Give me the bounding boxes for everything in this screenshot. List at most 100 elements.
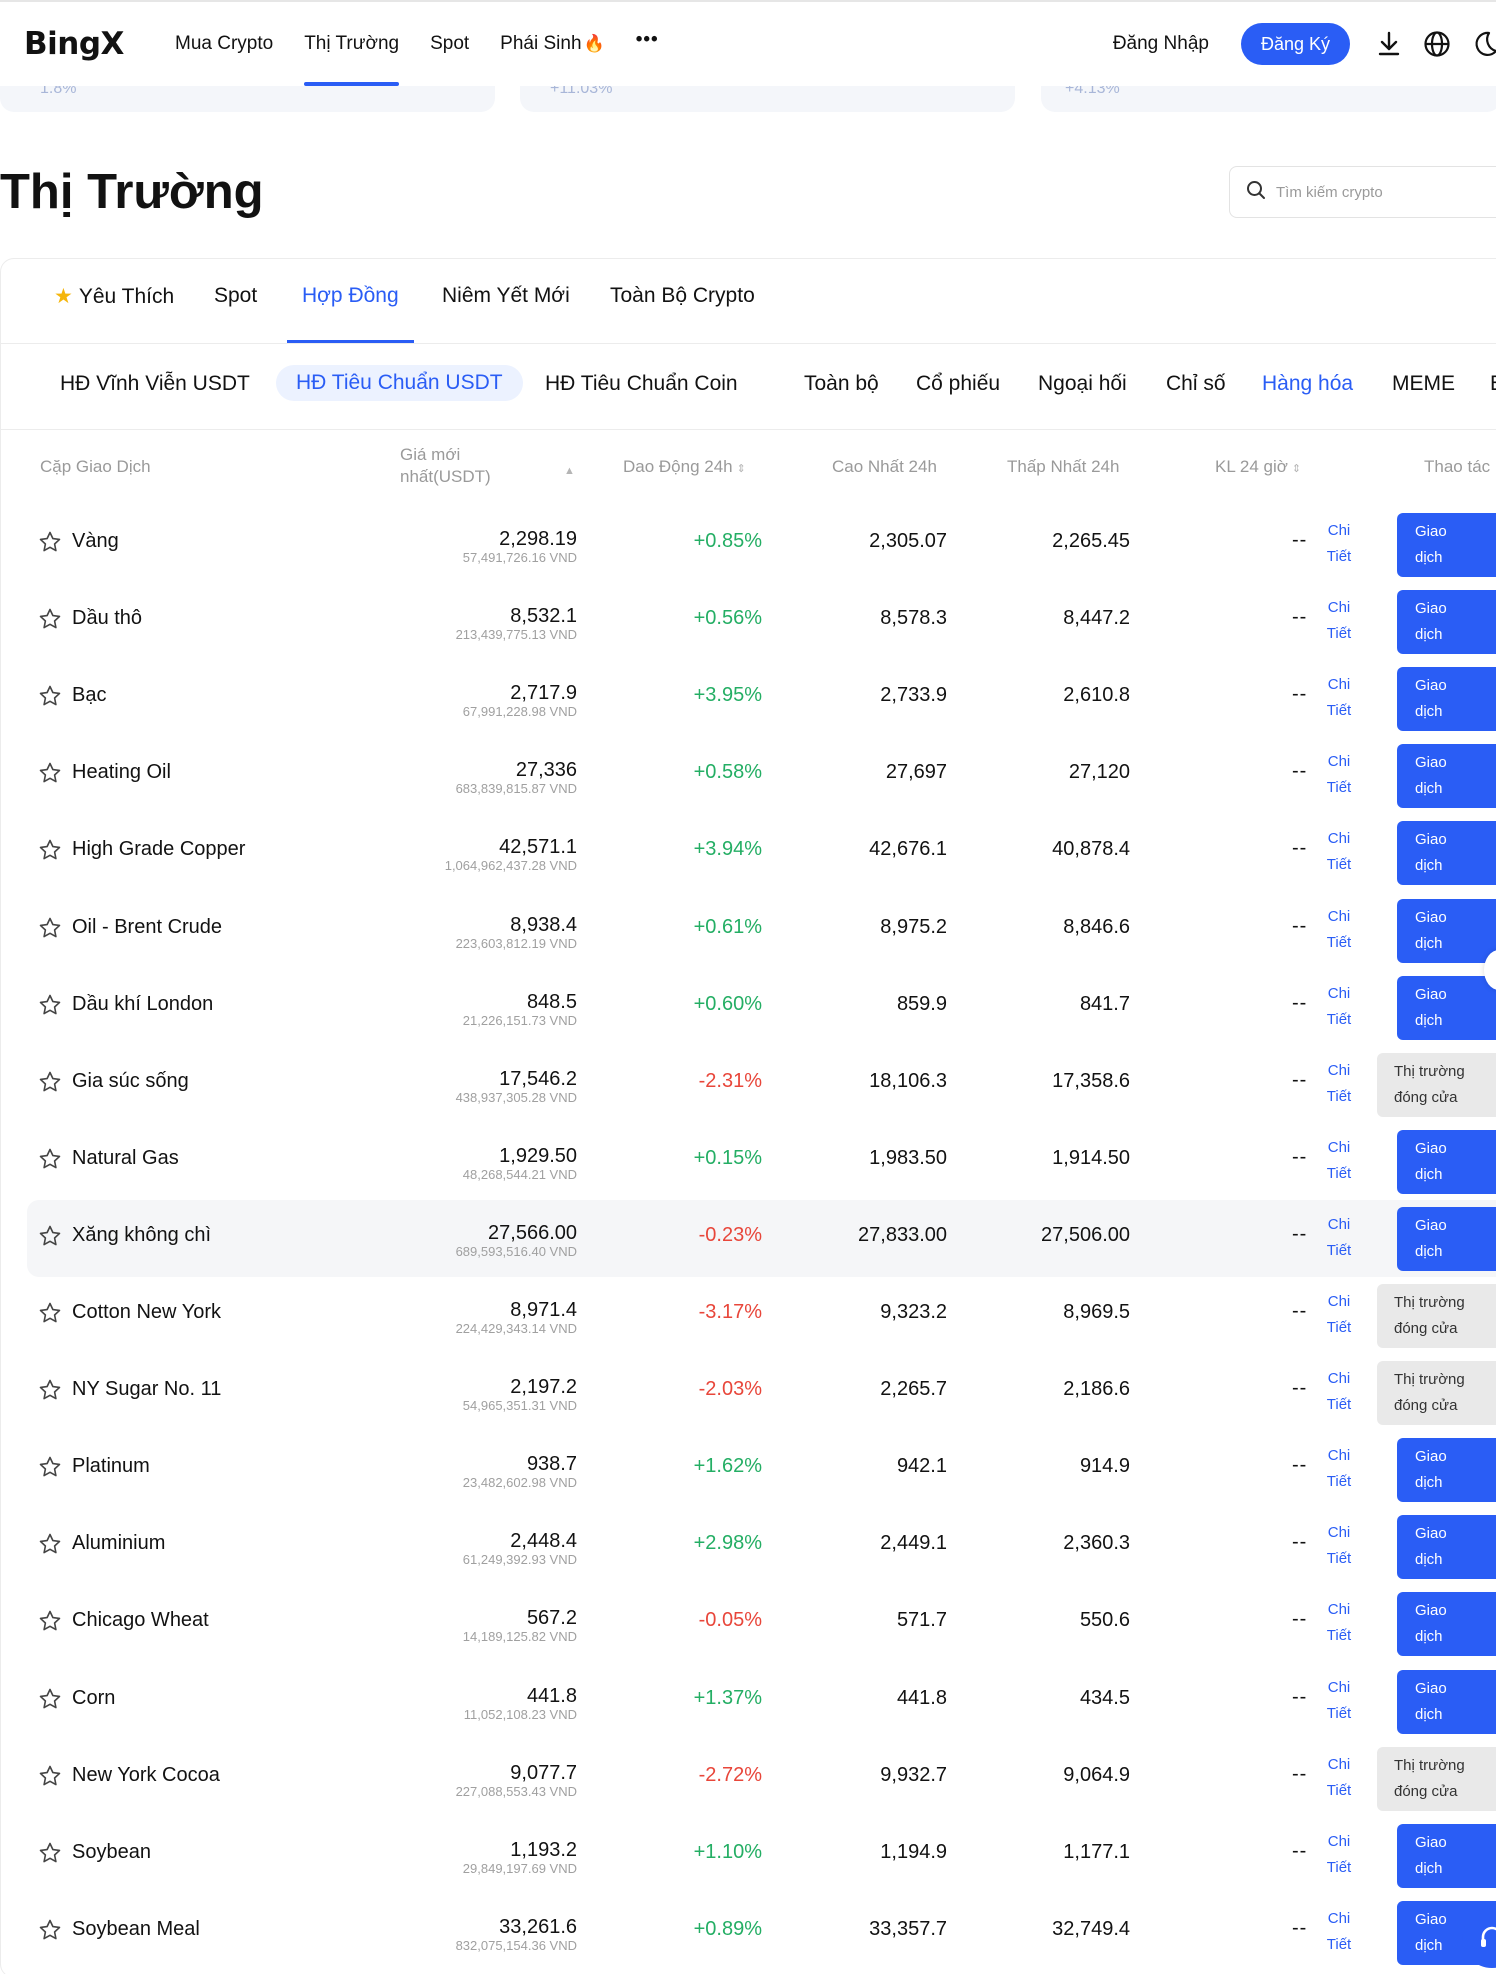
favorite-star-icon[interactable] — [38, 761, 64, 787]
tab-contracts[interactable]: Hợp Đồng — [302, 284, 399, 307]
detail-link[interactable]: Chi Tiết — [1319, 826, 1359, 878]
trade-button[interactable]: Giao dịch — [1397, 1206, 1496, 1271]
pair-name[interactable]: Corn — [72, 1686, 116, 1709]
nav-link-derivatives[interactable]: Phái Sinh 🔥 — [500, 2, 605, 86]
table-row[interactable]: Aluminium 2,448.4 61,249,392.93 VND +2.9… — [27, 1508, 1496, 1585]
tab-favorites[interactable]: ★ Yêu Thích — [54, 284, 174, 309]
pair-name[interactable]: Vàng — [72, 530, 119, 552]
favorite-star-icon[interactable] — [38, 1224, 64, 1250]
detail-link[interactable]: Chi Tiết — [1319, 981, 1359, 1033]
pair-name[interactable]: Bạc — [72, 684, 107, 707]
trade-button[interactable]: Giao dịch — [1397, 821, 1496, 886]
tab-all-crypto[interactable]: Toàn Bộ Crypto — [610, 284, 755, 307]
pair-name[interactable]: New York Cocoa — [72, 1763, 220, 1786]
detail-link[interactable]: Chi Tiết — [1319, 1520, 1359, 1572]
table-row[interactable]: Natural Gas 1,929.50 48,268,544.21 VND +… — [27, 1123, 1496, 1200]
tab-coin-standard[interactable]: HĐ Tiêu Chuẩn Coin — [545, 372, 738, 395]
col-volume[interactable]: KL 24 giờ ⇕ — [1215, 457, 1301, 477]
favorite-star-icon[interactable] — [38, 1070, 64, 1096]
pair-name[interactable]: Chicago Wheat — [72, 1609, 209, 1632]
favorite-star-icon[interactable] — [38, 530, 64, 556]
login-link[interactable]: Đăng Nhập — [1112, 33, 1209, 54]
pair-name[interactable]: Platinum — [72, 1455, 150, 1478]
pair-name[interactable]: High Grade Copper — [72, 838, 246, 861]
col-change[interactable]: Dao Động 24h ⇕ — [623, 457, 746, 477]
favorite-star-icon[interactable] — [38, 993, 64, 1019]
tab-usdt-perpetual[interactable]: HĐ Vĩnh Viễn USDT — [60, 372, 250, 395]
filter-commodities[interactable]: Hàng hóa — [1262, 372, 1354, 395]
favorite-star-icon[interactable] — [38, 1532, 64, 1558]
favorite-star-icon[interactable] — [38, 1301, 64, 1327]
detail-link[interactable]: Chi Tiết — [1319, 904, 1359, 956]
download-icon[interactable] — [1374, 29, 1404, 59]
table-row[interactable]: Bạc 2,717.9 67,991,228.98 VND +3.95% 2,7… — [27, 660, 1496, 737]
detail-link[interactable]: Chi Tiết — [1319, 1212, 1359, 1264]
filter-all[interactable]: Toàn bộ — [804, 372, 879, 395]
trade-button[interactable]: Giao dịch — [1397, 1669, 1496, 1734]
theme-moon-icon[interactable] — [1470, 29, 1496, 59]
search-input[interactable] — [1276, 183, 1476, 201]
table-row[interactable]: Soybean Meal 33,261.6 832,075,154.36 VND… — [27, 1894, 1496, 1971]
tab-new-listings[interactable]: Niêm Yết Mới — [442, 284, 570, 307]
detail-link[interactable]: Chi Tiết — [1319, 749, 1359, 801]
filter-forex[interactable]: Ngoại hối — [1038, 372, 1127, 395]
trade-button[interactable]: Giao dịch — [1397, 590, 1496, 655]
pair-name[interactable]: Heating Oil — [72, 761, 171, 784]
market-closed-button[interactable]: Thị trường đóng cửa — [1377, 1052, 1496, 1117]
search-box[interactable] — [1229, 166, 1496, 218]
tab-usdt-standard[interactable]: HĐ Tiêu Chuẩn USDT — [276, 365, 523, 401]
nav-link-buy-crypto[interactable]: Mua Crypto — [175, 33, 274, 54]
trade-button[interactable]: Giao dịch — [1397, 1823, 1496, 1888]
table-row[interactable]: Gia súc sống 17,546.2 438,937,305.28 VND… — [27, 1046, 1496, 1123]
table-row[interactable]: Soybean 1,193.2 29,849,197.69 VND +1.10%… — [27, 1817, 1496, 1894]
favorite-star-icon[interactable] — [38, 1147, 64, 1173]
filter-indices[interactable]: Chỉ số — [1166, 372, 1226, 395]
detail-link[interactable]: Chi Tiết — [1319, 672, 1359, 724]
pair-name[interactable]: Soybean Meal — [72, 1917, 200, 1940]
pair-name[interactable]: NY Sugar No. 11 — [72, 1378, 222, 1401]
favorite-star-icon[interactable] — [38, 916, 64, 942]
trade-button[interactable]: Giao dịch — [1397, 1129, 1496, 1194]
pair-name[interactable]: Aluminium — [72, 1532, 166, 1555]
detail-link[interactable]: Chi Tiết — [1319, 1906, 1359, 1958]
detail-link[interactable]: Chi Tiết — [1319, 1675, 1359, 1727]
market-closed-button[interactable]: Thị trường đóng cửa — [1377, 1746, 1496, 1811]
ticker-card-1[interactable]: 1.8% — [0, 84, 495, 112]
detail-link[interactable]: Chi Tiết — [1319, 1366, 1359, 1418]
detail-link[interactable]: Chi Tiết — [1319, 1289, 1359, 1341]
table-row[interactable]: Corn 441.8 11,052,108.23 VND +1.37% 441.… — [27, 1663, 1496, 1740]
detail-link[interactable]: Chi Tiết — [1319, 1058, 1359, 1110]
trade-button[interactable]: Giao dịch — [1397, 975, 1496, 1040]
favorite-star-icon[interactable] — [38, 1687, 64, 1713]
favorite-star-icon[interactable] — [38, 684, 64, 710]
favorite-star-icon[interactable] — [38, 838, 64, 864]
nav-link-market[interactable]: Thị Trường — [304, 2, 399, 86]
favorite-star-icon[interactable] — [38, 1841, 64, 1867]
table-row[interactable]: Heating Oil 27,336 683,839,815.87 VND +0… — [27, 737, 1496, 814]
trade-button[interactable]: Giao dịch — [1397, 898, 1496, 963]
table-row[interactable]: High Grade Copper 42,571.1 1,064,962,437… — [27, 814, 1496, 891]
table-row[interactable]: Dầu thô 8,532.1 213,439,775.13 VND +0.56… — [27, 583, 1496, 660]
pair-name[interactable]: Soybean — [72, 1840, 151, 1863]
price-sort-icon[interactable]: ▲ — [564, 465, 575, 477]
favorite-star-icon[interactable] — [38, 1455, 64, 1481]
pair-name[interactable]: Oil - Brent Crude — [72, 915, 223, 938]
col-price[interactable]: Giá mới nhất(USDT) — [400, 444, 491, 488]
pair-name[interactable]: Dầu thô — [72, 607, 143, 630]
table-row[interactable]: Xăng không chì 27,566.00 689,593,516.40 … — [27, 1199, 1496, 1277]
table-row[interactable]: Cotton New York 8,971.4 224,429,343.14 V… — [27, 1277, 1496, 1354]
table-row[interactable]: Dầu khí London 848.5 21,226,151.73 VND +… — [27, 969, 1496, 1046]
pair-name[interactable]: Cotton New York — [72, 1301, 221, 1323]
pair-name[interactable]: Natural Gas — [72, 1146, 179, 1169]
table-row[interactable]: NY Sugar No. 11 2,197.2 54,965,351.31 VN… — [27, 1354, 1496, 1431]
trade-button[interactable]: Giao dịch — [1397, 513, 1496, 577]
filter-more[interactable]: E — [1490, 372, 1496, 396]
table-row[interactable]: Chicago Wheat 567.2 14,189,125.82 VND -0… — [27, 1585, 1496, 1662]
detail-link[interactable]: Chi Tiết — [1319, 1752, 1359, 1804]
trade-button[interactable]: Giao dịch — [1397, 744, 1496, 809]
pair-name[interactable]: Xăng không chì — [72, 1223, 211, 1246]
ticker-card-2[interactable]: +11.03% — [520, 84, 1015, 112]
nav-link-spot[interactable]: Spot — [430, 33, 470, 54]
more-dots-icon[interactable]: ••• — [635, 29, 659, 50]
filter-stocks[interactable]: Cổ phiếu — [916, 372, 1001, 395]
